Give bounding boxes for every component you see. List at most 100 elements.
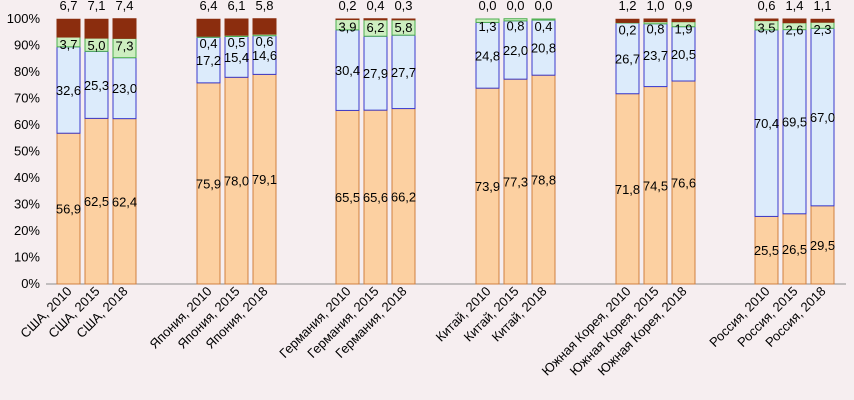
bar-segment-s4 — [335, 18, 360, 21]
data-label-s1: 76,6 — [671, 176, 696, 191]
data-label-s2: 26,7 — [615, 51, 640, 66]
data-label-s4: 1,4 — [785, 0, 803, 13]
data-label-s1: 56,9 — [56, 202, 81, 217]
data-label-s2: 30,4 — [335, 63, 360, 78]
data-label-s1: 71,8 — [615, 182, 640, 197]
bar-segment-s4 — [671, 18, 696, 23]
bar-segment-s4 — [56, 18, 81, 38]
data-label-s2: 23,7 — [643, 48, 668, 63]
y-tick-label: 30% — [14, 197, 40, 212]
data-label-s2: 23,0 — [112, 81, 137, 96]
data-label-s3: 3,5 — [757, 21, 775, 36]
data-label-s1: 25,5 — [754, 243, 779, 258]
bar-segment-s4 — [252, 18, 277, 35]
y-tick-label: 70% — [14, 91, 40, 106]
bars — [56, 18, 835, 285]
data-label-s1: 65,5 — [335, 190, 360, 205]
bar-segment-s4 — [363, 18, 388, 21]
data-label-s3: 3,7 — [59, 37, 77, 52]
data-label-s1: 29,5 — [810, 238, 835, 253]
data-label-s3: 2,3 — [813, 22, 831, 37]
data-label-s3: 5,0 — [87, 38, 105, 53]
data-label-s1: 66,2 — [391, 189, 416, 204]
data-label-s3: 3,9 — [338, 20, 356, 35]
value-labels: 56,9 32,6 3,7 6,7 62,5 25,3 5,0 7,1 62,4 23,0 7,3 7… — [56, 0, 835, 258]
bar-segment-s4 — [196, 18, 221, 37]
data-label-s3: 0,8 — [646, 22, 664, 37]
data-label-s2: 69,5 — [782, 115, 807, 130]
data-label-s4: 7,1 — [87, 0, 105, 13]
data-label-s3: 7,3 — [115, 38, 133, 53]
bar-segment-s3 — [475, 18, 500, 23]
bar-segment-s3 — [531, 18, 556, 21]
data-label-s3: 1,3 — [478, 19, 496, 34]
data-label-s4: 5,8 — [255, 0, 273, 13]
bar-segment-s4 — [643, 18, 668, 23]
y-tick-label: 10% — [14, 250, 40, 265]
data-label-s3: 0,4 — [199, 36, 217, 51]
y-axis: 0% 10% 20% 30% 40% 50% 60% 70% 80% 90% 100% — [7, 11, 846, 291]
data-label-s2: 70,4 — [754, 116, 779, 131]
y-tick-label: 60% — [14, 117, 40, 132]
data-label-s4: 6,7 — [59, 0, 77, 13]
data-label-s2: 67,0 — [810, 110, 835, 125]
data-label-s2: 24,8 — [475, 48, 500, 63]
data-label-s4: 1,2 — [618, 0, 636, 13]
data-label-s1: 26,5 — [782, 242, 807, 257]
bar-segment-s4 — [810, 18, 835, 23]
y-tick-label: 90% — [14, 38, 40, 53]
bar-segment-s3 — [503, 18, 528, 22]
data-label-s1: 62,5 — [84, 194, 109, 209]
bar-segment-s4 — [84, 18, 109, 39]
y-tick-label: 40% — [14, 170, 40, 185]
data-label-s1: 75,9 — [196, 176, 221, 191]
data-label-s1: 77,3 — [503, 175, 528, 190]
data-label-s4: 0,2 — [338, 0, 356, 13]
data-label-s1: 74,5 — [643, 178, 668, 193]
data-label-s4: 0,3 — [394, 0, 412, 13]
data-label-s3: 0,4 — [534, 19, 552, 34]
data-label-s3: 0,5 — [227, 35, 245, 50]
data-label-s2: 32,6 — [56, 83, 81, 98]
data-label-s4: 0,6 — [757, 0, 775, 13]
data-label-s1: 79,1 — [252, 172, 277, 187]
y-tick-label: 20% — [14, 223, 40, 238]
data-label-s1: 65,6 — [363, 190, 388, 205]
bar-segment-s4 — [224, 18, 249, 36]
data-label-s4: 6,1 — [227, 0, 245, 13]
data-label-s4: 0,0 — [506, 0, 524, 13]
data-label-s1: 62,4 — [112, 194, 137, 209]
bar-segment-s4 — [754, 18, 779, 22]
data-label-s2: 17,2 — [196, 53, 221, 68]
data-label-s4: 0,9 — [674, 0, 692, 13]
data-label-s2: 15,4 — [224, 50, 249, 65]
data-label-s4: 0,4 — [366, 0, 384, 13]
y-tick-label: 50% — [14, 144, 40, 159]
data-label-s3: 0,2 — [618, 22, 636, 37]
data-label-s3: 1,9 — [674, 22, 692, 37]
data-label-s2: 27,9 — [363, 66, 388, 81]
data-label-s1: 78,0 — [224, 174, 249, 189]
data-label-s2: 20,8 — [531, 41, 556, 56]
data-label-s3: 0,8 — [506, 19, 524, 34]
y-tick-label: 100% — [7, 11, 41, 26]
data-label-s2: 25,3 — [84, 78, 109, 93]
data-label-s3: 2,6 — [785, 23, 803, 38]
data-label-s3: 6,2 — [366, 20, 384, 35]
y-tick-label: 0% — [21, 276, 40, 291]
data-label-s4: 1,0 — [646, 0, 664, 13]
data-label-s1: 78,8 — [531, 173, 556, 188]
data-label-s2: 22,0 — [503, 43, 528, 58]
data-label-s2: 20,5 — [671, 47, 696, 62]
data-label-s2: 14,6 — [252, 48, 277, 63]
data-label-s4: 0,0 — [534, 0, 552, 13]
bar-segment-s4 — [615, 18, 640, 23]
data-label-s2: 27,7 — [391, 65, 416, 80]
data-label-s3: 5,8 — [394, 20, 412, 35]
data-label-s4: 0,0 — [478, 0, 496, 13]
data-label-s4: 7,4 — [115, 0, 133, 13]
bar-segment-s4 — [782, 18, 807, 24]
data-label-s4: 1,1 — [813, 0, 831, 13]
